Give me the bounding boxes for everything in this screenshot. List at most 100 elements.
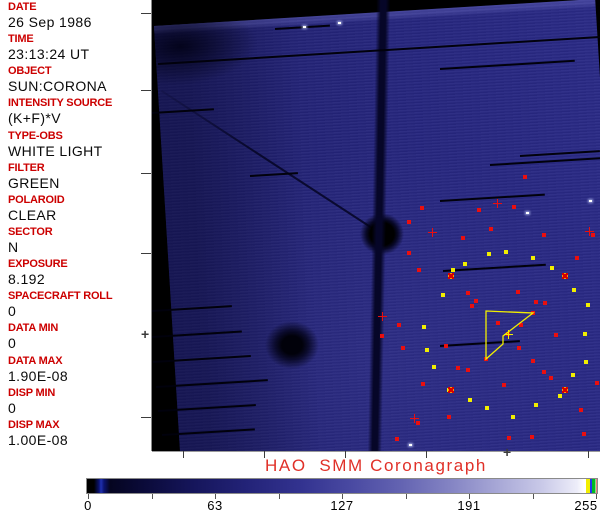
ring-dot (582, 431, 587, 436)
ring-dot (380, 334, 385, 339)
image-title: HAO SMM Coronagraph (265, 456, 487, 475)
metadata-field: OBJECT SUN:CORONA (0, 65, 152, 97)
field-value: CLEAR (8, 206, 57, 223)
field-label: DATE (8, 1, 37, 13)
axis-tick (345, 451, 346, 458)
sun-center-plus-marker (504, 330, 513, 339)
ring-dot (572, 287, 577, 292)
colorbar-tick-label: 127 (330, 498, 354, 512)
ring-dot (517, 346, 521, 350)
coronagraph-image-panel[interactable] (152, 0, 600, 451)
field-label: SECTOR (8, 225, 53, 238)
ring-dot (441, 292, 446, 297)
colorbar-tick (469, 494, 470, 499)
metadata-field: FILTER GREEN (0, 162, 152, 194)
ring-dot (394, 436, 399, 441)
field-label: TYPE-OBS (8, 129, 63, 142)
ring-dot (507, 436, 512, 441)
ring-dot (444, 343, 449, 348)
ring-dot (477, 208, 481, 212)
ring-dot (571, 372, 576, 377)
axis-tick (183, 451, 184, 458)
field-label: DISP MAX (8, 418, 60, 431)
ring-dot (469, 303, 474, 308)
ring-dot (574, 256, 579, 261)
axis-tick (426, 451, 427, 458)
ring-dot (558, 394, 563, 399)
ring-dot (455, 365, 460, 370)
metadata-field: INTENSITY SOURCE (K+F)*V (0, 97, 152, 129)
ring-dot (466, 291, 470, 295)
ring-dot (466, 368, 470, 372)
ring-dot (501, 383, 506, 388)
field-label: FILTER (8, 161, 45, 174)
star-speck (409, 444, 412, 446)
axis-tick (264, 451, 265, 458)
colorbar (86, 478, 598, 494)
diagonal-cross-marker (562, 272, 569, 279)
ring-dot (511, 415, 516, 420)
metadata-field: SPACECRAFT ROLL 0 (0, 290, 152, 322)
ring-dot (594, 380, 599, 385)
ring-dot (531, 256, 536, 261)
field-value: WHITE LIGHT (8, 142, 103, 159)
ring-dot (512, 204, 517, 209)
field-label: EXPOSURE (8, 258, 68, 271)
field-value: (K+F)*V (8, 110, 61, 127)
ring-plus-marker (428, 228, 438, 238)
colorbar-tick (215, 494, 216, 499)
ring-plus-marker (378, 311, 388, 321)
field-value: 8.192 (8, 271, 46, 288)
field-value: 0 (8, 335, 17, 352)
star-speck (303, 26, 306, 28)
ring-dot (533, 299, 538, 304)
colorbar-tick-label: 0 (84, 498, 92, 512)
metadata-field: EXPOSURE 8.192 (0, 258, 152, 290)
field-value: GREEN (8, 174, 60, 191)
ring-dot (488, 227, 493, 232)
ring-plus-marker (410, 413, 420, 423)
field-value: 1.90E-08 (8, 367, 69, 384)
ring-dot (485, 405, 490, 410)
ring-dot (541, 232, 546, 237)
colorbar-tick-label: 63 (207, 498, 223, 512)
field-label: OBJECT (8, 65, 52, 78)
diagonal-cross-marker (447, 272, 454, 279)
metadata-field: DATA MIN 0 (0, 322, 152, 354)
metadata-field: DISP MIN 0 (0, 387, 152, 419)
metadata-field: TIME 23:13:24 UT (0, 33, 152, 65)
field-label: DATA MIN (8, 322, 59, 335)
ring-dot (585, 302, 590, 307)
field-value: 0 (8, 303, 17, 320)
ring-dot (474, 299, 478, 303)
axis-sun-center-plus: + (141, 326, 150, 342)
ring-dot (549, 266, 554, 271)
colorbar-tick (596, 494, 597, 499)
ring-dot (420, 206, 424, 210)
ring-dot (432, 364, 437, 369)
ring-dot (531, 359, 535, 363)
metadata-field: DATA MAX 1.90E-08 (0, 355, 152, 387)
ring-dot (530, 434, 535, 439)
ring-dot (496, 321, 500, 325)
ring-dot (416, 268, 421, 273)
metadata-field: DISP MAX 1.00E-08 (0, 419, 152, 451)
axis-tick (141, 173, 151, 174)
ring-dot (583, 360, 588, 365)
field-value: 26 Sep 1986 (8, 14, 92, 30)
colorbar-tick (405, 494, 407, 499)
metadata-field: POLAROID CLEAR (0, 194, 152, 226)
metadata-field: DATE 26 Sep 1986 (0, 1, 152, 33)
ring-dot (487, 251, 492, 256)
ring-dot (460, 236, 465, 241)
ring-dot (543, 301, 547, 305)
ring-dot (416, 421, 421, 426)
star-speck (338, 22, 341, 24)
field-value: 0 (8, 399, 17, 416)
ring-dot (549, 376, 554, 381)
colorbar-tick-label: 191 (457, 498, 481, 512)
metadata-sidebar: DATE 26 Sep 1986 TIME 23:13:24 UT OBJECT… (0, 1, 152, 455)
metadata-field: TYPE-OBS WHITE LIGHT (0, 130, 152, 162)
axis-tick (141, 417, 151, 418)
